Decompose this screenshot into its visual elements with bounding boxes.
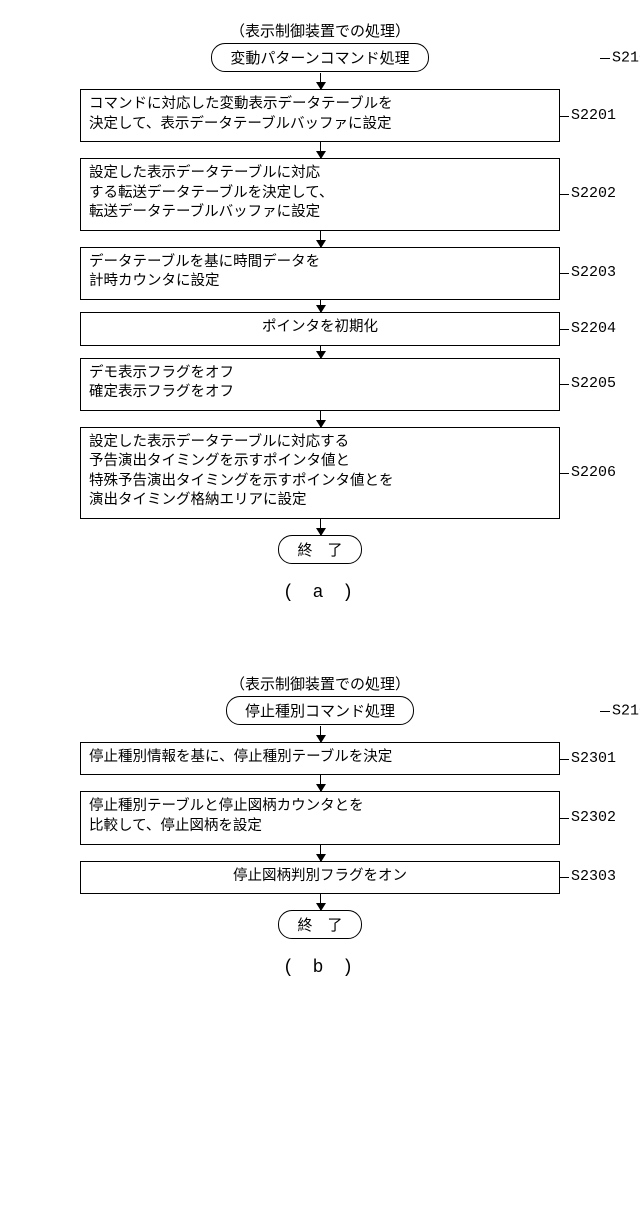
step-a-5-text: デモ表示フラグをオフ確定表示フラグをオフ [89, 366, 234, 402]
step-a-3: データテーブルを基に時間データを計時カウンタに設定 S2203 [80, 247, 560, 300]
end-text-a: 終 了 [297, 543, 342, 560]
arrow-b-2 [320, 845, 321, 861]
flowchart-a: （表示制御装置での処理） 変動パターンコマンド処理 S2105 コマンドに対応し… [40, 0, 600, 613]
step-a-6-text: 設定した表示データテーブルに対応する予告演出タイミングを示すポインタ値と特殊予告… [89, 435, 394, 510]
step-a-5: デモ表示フラグをオフ確定表示フラグをオフ S2205 [80, 358, 560, 411]
caption-b: （表示制御装置での処理） [40, 673, 600, 694]
arrow-a-1 [320, 142, 321, 158]
step-b-3: 停止図柄判別フラグをオン S2303 [80, 861, 560, 895]
step-a-2: 設定した表示データテーブルに対応する転送データテーブルを決定して、転送データテー… [80, 158, 560, 231]
arrow-b-1 [320, 775, 321, 791]
step-a-3-label: S2203 [559, 263, 616, 283]
arrow-a-4 [320, 346, 321, 358]
arrow-a-3 [320, 300, 321, 312]
step-a-4-text: ポインタを初期化 [262, 320, 378, 336]
step-b-3-text: 停止図柄判別フラグをオン [233, 869, 407, 885]
step-b-2-text: 停止種別テーブルと停止図柄カウンタとを比較して、停止図柄を設定 [89, 799, 364, 835]
step-a-3-text: データテーブルを基に時間データを計時カウンタに設定 [89, 255, 320, 291]
start-label-b: S2107 [600, 702, 640, 719]
start-terminator-a: 変動パターンコマンド処理 S2105 [211, 43, 428, 72]
step-b-3-label: S2303 [559, 867, 616, 887]
arrow-a-6 [320, 519, 321, 535]
arrow-b-0 [320, 726, 321, 742]
step-b-1: 停止種別情報を基に、停止種別テーブルを決定 S2301 [80, 742, 560, 776]
end-text-b: 終 了 [297, 918, 342, 935]
arrow-b-3 [320, 894, 321, 910]
step-a-1: コマンドに対応した変動表示データテーブルを決定して、表示データテーブルバッファに… [80, 89, 560, 142]
step-a-1-label: S2201 [559, 105, 616, 125]
start-text-b: 停止種別コマンド処理 [245, 704, 395, 721]
end-terminator-b: 終 了 [278, 910, 361, 939]
step-b-2: 停止種別テーブルと停止図柄カウンタとを比較して、停止図柄を設定 S2302 [80, 791, 560, 844]
start-text-a: 変動パターンコマンド処理 [230, 51, 409, 68]
step-b-2-label: S2302 [559, 808, 616, 828]
arrow-a-0 [320, 73, 321, 89]
step-a-2-text: 設定した表示データテーブルに対応する転送データテーブルを決定して、転送データテー… [89, 166, 333, 221]
start-label-a: S2105 [600, 50, 640, 67]
end-terminator-a: 終 了 [278, 535, 361, 564]
step-a-4: ポインタを初期化 S2204 [80, 312, 560, 346]
arrow-a-2 [320, 231, 321, 247]
step-a-1-text: コマンドに対応した変動表示データテーブルを決定して、表示データテーブルバッファに… [89, 97, 393, 133]
sublabel-a: ( a ) [40, 583, 600, 603]
step-a-5-label: S2205 [559, 374, 616, 394]
sublabel-b: ( b ) [40, 958, 600, 978]
step-b-1-text: 停止種別情報を基に、停止種別テーブルを決定 [89, 750, 392, 766]
flowchart-b: （表示制御装置での処理） 停止種別コマンド処理 S2107 停止種別情報を基に、… [40, 653, 600, 988]
step-a-4-label: S2204 [559, 319, 616, 339]
step-a-2-label: S2202 [559, 184, 616, 204]
step-a-6: 設定した表示データテーブルに対応する予告演出タイミングを示すポインタ値と特殊予告… [80, 427, 560, 519]
step-b-1-label: S2301 [559, 749, 616, 769]
start-terminator-b: 停止種別コマンド処理 S2107 [226, 696, 414, 725]
arrow-a-5 [320, 411, 321, 427]
caption-a: （表示制御装置での処理） [40, 20, 600, 41]
step-a-6-label: S2206 [559, 463, 616, 483]
